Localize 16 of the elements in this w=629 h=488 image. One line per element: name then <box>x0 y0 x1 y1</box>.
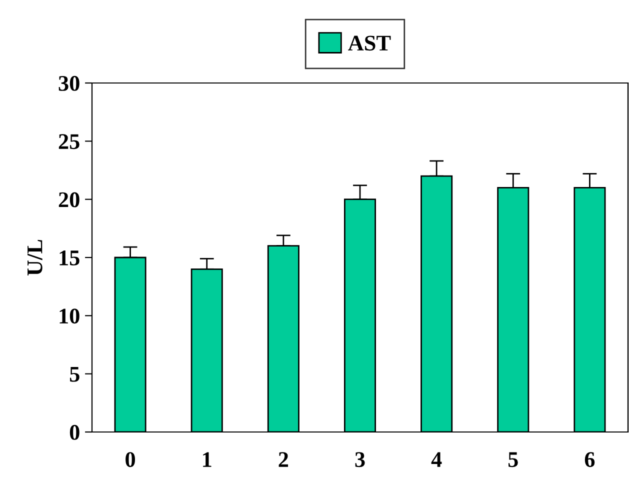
x-tick-label: 0 <box>126 452 135 468</box>
x-tick-label: 3 <box>355 452 365 468</box>
y-tick-label: 20 <box>58 192 80 208</box>
x-tick-label: 6 <box>584 452 595 468</box>
x-tick-label: 2 <box>278 452 288 467</box>
y-tick-label: 10 <box>60 308 80 324</box>
legend-label: AST <box>348 36 391 51</box>
y-tick-label: 5 <box>70 366 80 382</box>
x-tick-label: 4 <box>431 452 442 467</box>
x-tick-label: 5 <box>508 452 518 468</box>
y-tick-label: 30 <box>58 76 80 91</box>
y-tick-label: 15 <box>60 250 80 266</box>
x-tick-label: 1 <box>203 452 212 467</box>
y-axis-title: U/L <box>27 240 42 276</box>
y-tick-label: 25 <box>58 134 80 150</box>
y-tick-label: 0 <box>70 424 80 440</box>
